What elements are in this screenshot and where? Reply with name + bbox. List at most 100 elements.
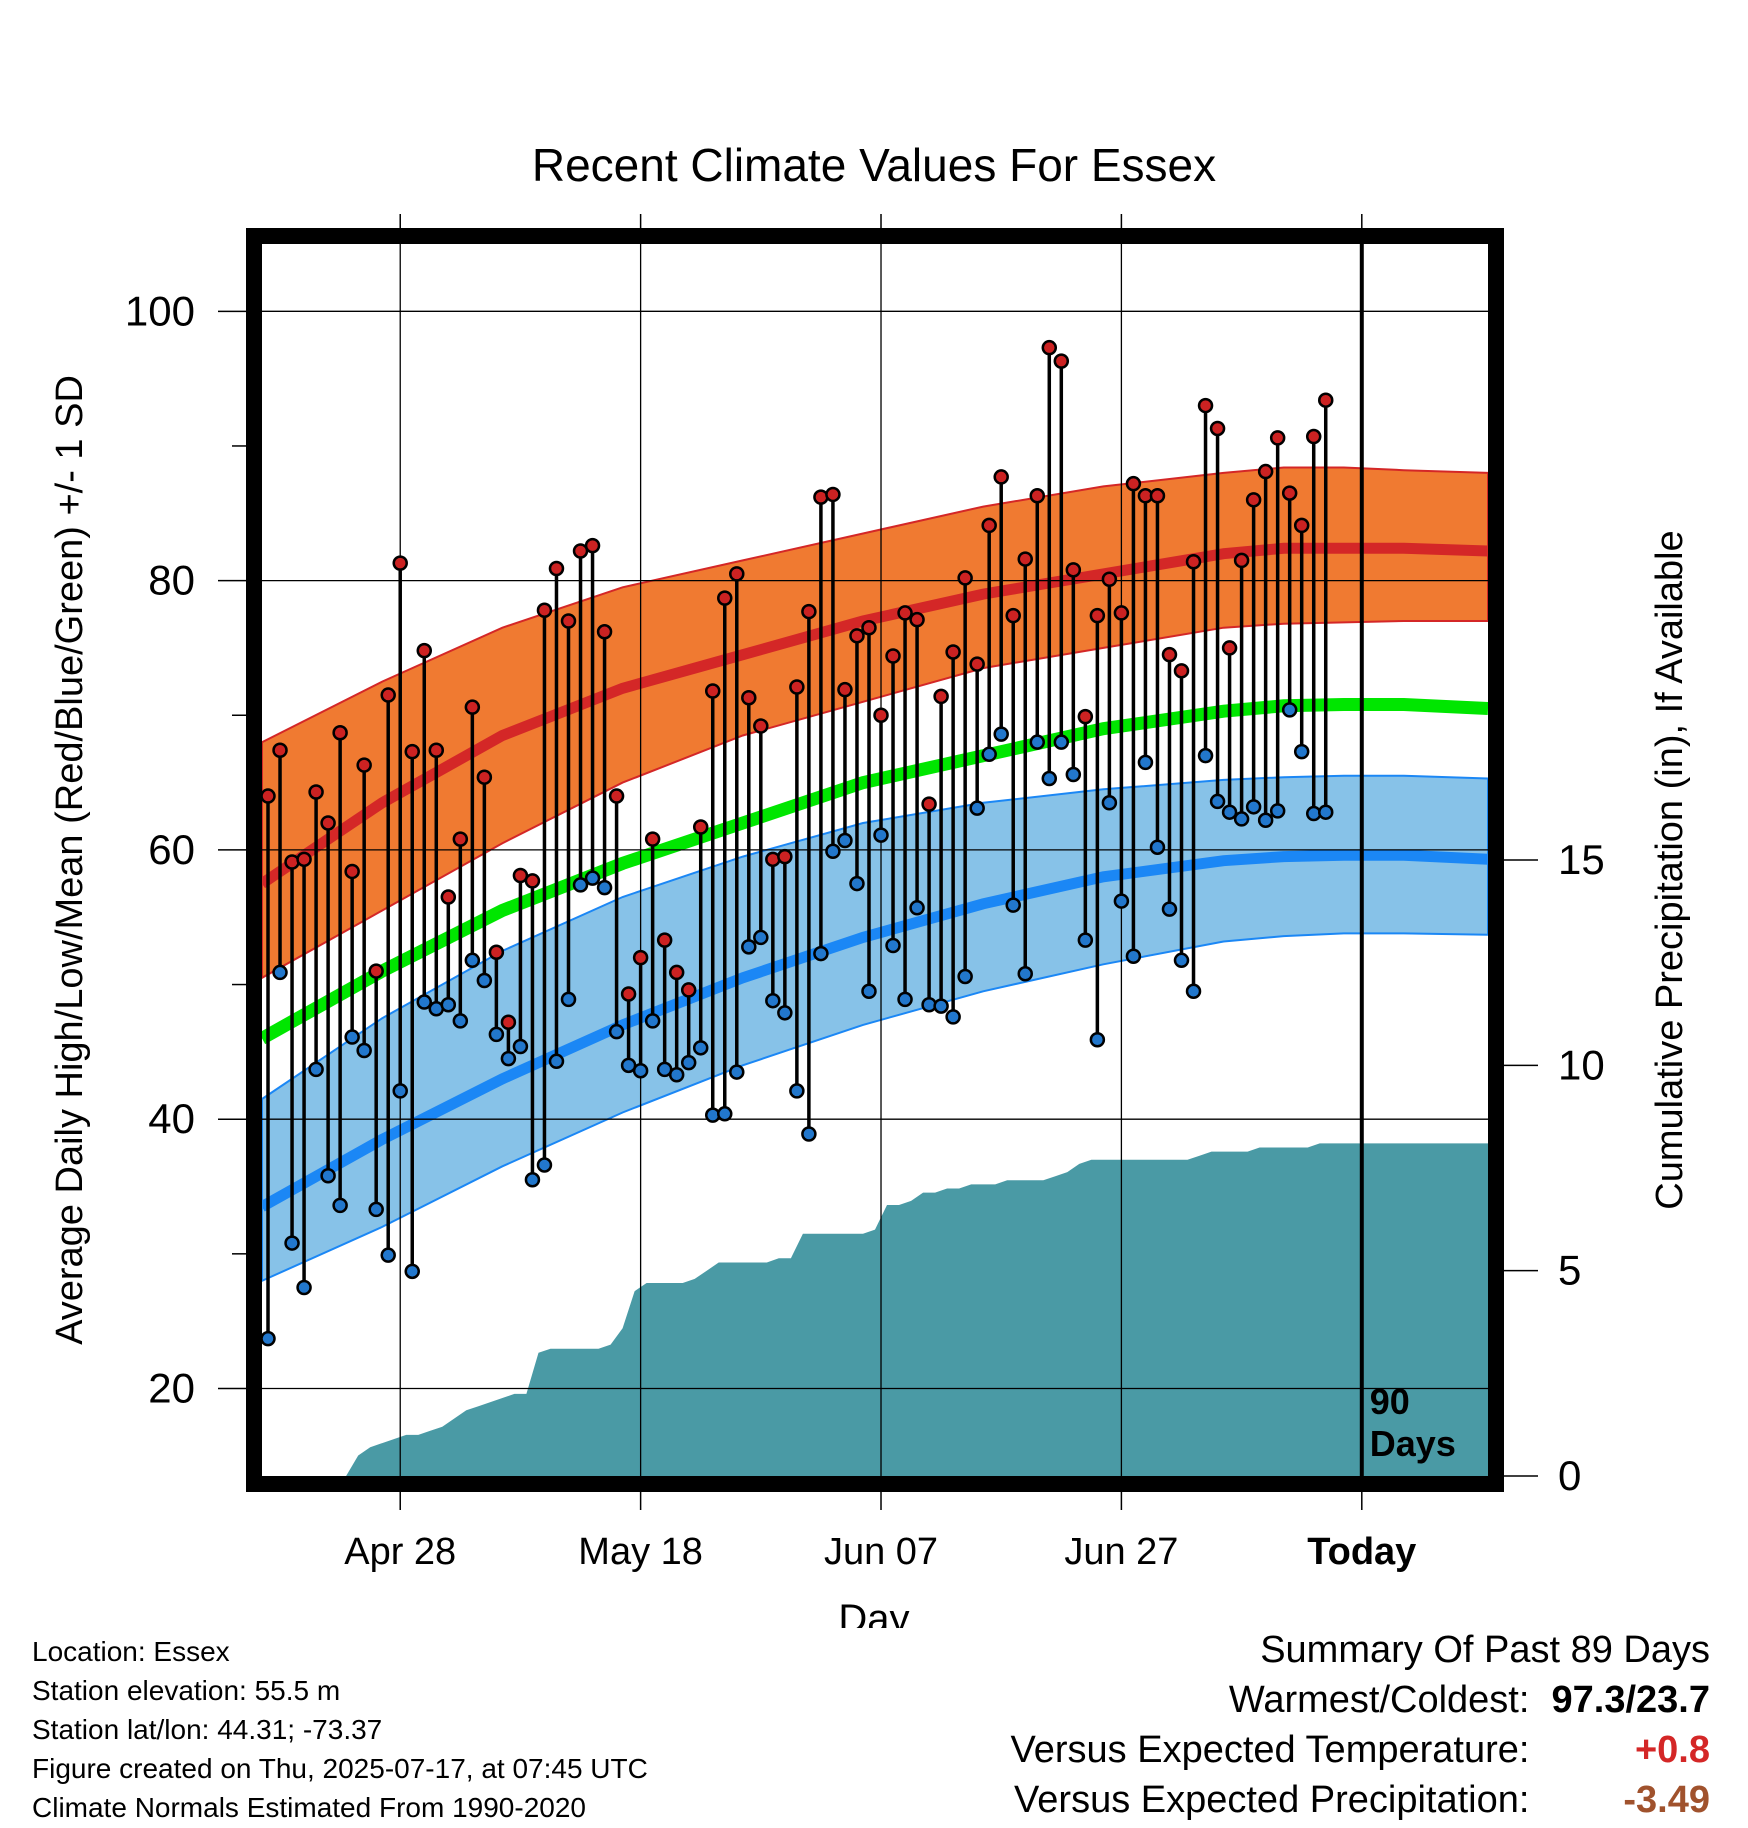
daily-low-point (1173, 952, 1190, 969)
daily-low-point (548, 1053, 565, 1070)
daily-high-point (644, 831, 661, 847)
daily-low-point (1005, 897, 1021, 913)
daily-high-point (1281, 485, 1298, 501)
daily-high-point (500, 1014, 517, 1030)
daily-low-point (368, 1201, 384, 1218)
x-tick-label: Jun 07 (824, 1531, 938, 1573)
daily-high-point (837, 681, 853, 698)
daily-high-point (452, 831, 469, 847)
daily-high-point (801, 603, 817, 620)
daily-low-point (825, 843, 841, 859)
daily-low-point (957, 968, 973, 985)
created-text: Figure created on Thu, 2025-07-17, at 07… (32, 1753, 648, 1784)
daily-low-point (1221, 804, 1238, 820)
location-text: Location: Essex (32, 1636, 230, 1667)
daily-high-point (993, 469, 1009, 485)
x-tick-label: Apr 28 (344, 1531, 456, 1573)
daily-low-point (476, 972, 493, 989)
daily-low-point (272, 964, 288, 981)
today-days-number: 90 (1370, 1381, 1410, 1422)
daily-low-point (861, 983, 877, 1000)
daily-high-point (356, 757, 372, 773)
daily-high-point (692, 819, 709, 835)
daily-low-point (1149, 839, 1166, 855)
daily-high-point (741, 690, 757, 706)
y2-tick-label: 0 (1558, 1452, 1581, 1499)
daily-high-point (440, 889, 457, 905)
y2-tick-label: 5 (1558, 1247, 1581, 1294)
daily-high-point (1233, 552, 1250, 569)
daily-low-point (1017, 966, 1033, 982)
daily-high-point (1113, 605, 1130, 621)
daily-high-point (861, 619, 877, 636)
daily-low-point (1077, 932, 1094, 948)
daily-high-point (584, 537, 601, 554)
y-tick-label: 80 (148, 557, 195, 604)
daily-high-point (464, 699, 481, 715)
daily-high-point (608, 788, 625, 804)
daily-low-point (765, 992, 781, 1009)
daily-high-point (1221, 640, 1238, 656)
daily-high-point (945, 644, 961, 660)
daily-low-point (1197, 747, 1214, 764)
summary-temp-row: Versus Expected Temperature: +0.8 (1011, 1725, 1710, 1775)
daily-high-point (873, 707, 889, 724)
daily-low-point (945, 1009, 961, 1025)
daily-low-point (1209, 793, 1226, 810)
daily-high-point (620, 986, 637, 1002)
daily-high-point (392, 555, 408, 571)
daily-low-point (1041, 770, 1058, 787)
daily-high-point (1293, 517, 1310, 534)
daily-high-point (536, 602, 553, 618)
daily-low-point (813, 945, 829, 962)
daily-low-point (717, 1106, 733, 1122)
latlon-text: Station lat/lon: 44.31; -73.37 (32, 1714, 383, 1745)
high-sd-band (262, 466, 1488, 979)
daily-high-point (1029, 488, 1046, 504)
low-normal-line (262, 849, 1488, 1212)
daily-high-point (272, 742, 288, 759)
daily-high-point (1197, 397, 1214, 414)
daily-high-point (1077, 708, 1094, 725)
daily-low-point (488, 1026, 505, 1043)
summary-precip-row: Versus Expected Precipitation: -3.49 (1011, 1775, 1710, 1825)
daily-low-point (1281, 702, 1298, 718)
daily-high-point (753, 718, 769, 734)
daily-high-point (789, 679, 805, 695)
daily-low-point (1053, 734, 1070, 750)
daily-high-point (368, 963, 384, 979)
daily-low-point (380, 1247, 396, 1263)
daily-low-point (1101, 795, 1118, 811)
daily-low-point (1245, 799, 1262, 815)
y-tick-label: 20 (148, 1364, 195, 1411)
daily-low-point (560, 991, 577, 1008)
daily-high-point (596, 624, 613, 640)
y2-tick-label: 10 (1558, 1041, 1605, 1088)
daily-high-point (632, 949, 649, 966)
daily-high-point (488, 944, 505, 960)
daily-low-point (1065, 766, 1082, 783)
daily-low-point (849, 875, 865, 892)
daily-low-point (632, 1062, 649, 1079)
daily-low-point (1257, 812, 1274, 829)
daily-high-point (885, 648, 901, 664)
daily-high-point (416, 642, 433, 659)
daily-low-point (416, 994, 433, 1010)
daily-low-point (332, 1197, 348, 1214)
daily-high-point (1125, 475, 1142, 492)
daily-high-point (680, 982, 697, 998)
daily-high-point (668, 964, 685, 981)
daily-low-point (1233, 811, 1250, 827)
daily-high-point (1209, 420, 1226, 437)
daily-low-point (789, 1083, 805, 1099)
daily-high-point (262, 788, 276, 804)
summary-panel: Summary Of Past 89 Days Warmest/Coldest:… (1011, 1625, 1710, 1825)
daily-low-point (452, 1013, 469, 1029)
daily-high-point (1053, 353, 1070, 369)
plot-frame (246, 228, 1504, 1492)
daily-low-point (981, 746, 997, 763)
daily-low-point (1161, 901, 1178, 917)
daily-high-point (1161, 646, 1178, 663)
daily-low-point (1029, 734, 1046, 750)
